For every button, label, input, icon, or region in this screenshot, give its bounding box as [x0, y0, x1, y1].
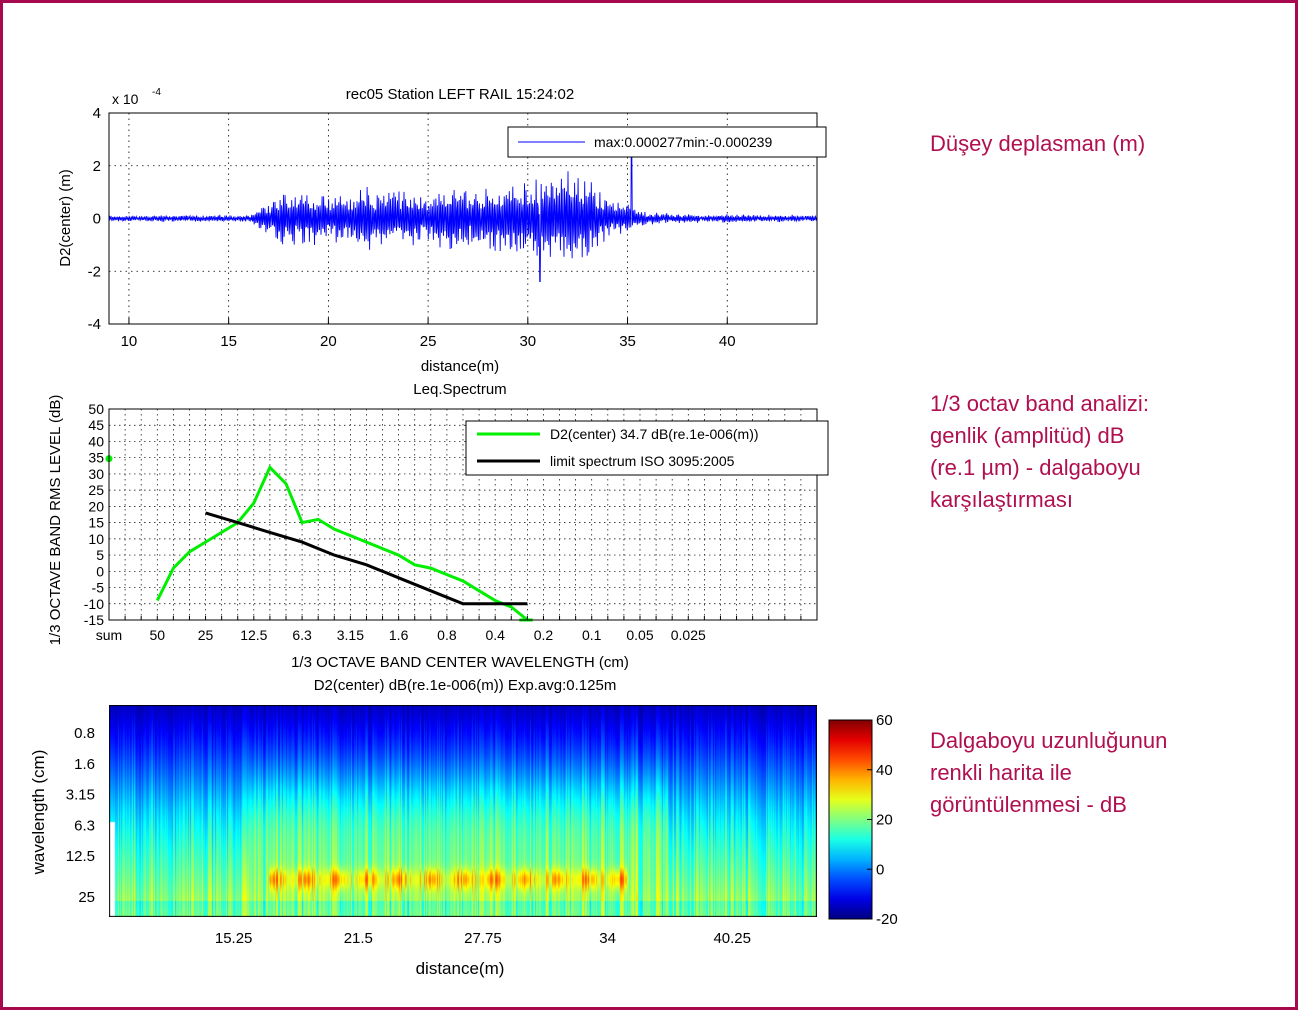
wavelength-map-y-axis-label: wavelength (cm) [29, 750, 48, 876]
spectrum-y-tick-label: 50 [88, 401, 104, 417]
caption-octave-line-4: karşılaştırması [930, 487, 1074, 512]
caption-map-line-2: renkli harita ile [930, 760, 1072, 785]
spectrum-y-tick-label: -15 [84, 612, 104, 628]
caption-octave-line-3: (re.1 µm) - dalgaboyu [930, 455, 1141, 480]
spectrum-y-tick-label: 35 [88, 450, 104, 466]
spectrum-x-tick-label: 1.6 [389, 627, 409, 643]
colorbar-tick-label: 40 [876, 762, 893, 779]
displacement-title: rec05 Station LEFT RAIL 15:24:02 [346, 86, 574, 103]
displacement-y-tick-label: 2 [93, 158, 101, 175]
wavelength-map-y-tick-label: 1.6 [74, 756, 95, 773]
spectrum-y-tick-label: 0 [96, 563, 104, 579]
colorbar-tick-label: 0 [876, 861, 884, 878]
colorbar-tick-label: 60 [876, 712, 893, 729]
wavelength-map-y-tick-label: 6.3 [74, 817, 95, 834]
spectrum-x-tick-label: 0.8 [437, 627, 457, 643]
displacement-signal-line [108, 144, 818, 282]
colorbar: 60 40 20 0 -20 [828, 712, 898, 928]
displacement-x-tick-label: 40 [719, 333, 736, 350]
spectrum-x-tick-label: 25 [198, 627, 214, 643]
spectrum-legend-entry-1: D2(center) 34.7 dB(re.1e-006(m)) [550, 426, 759, 442]
wavelength-map-x-axis-label: distance(m) [416, 959, 505, 978]
spectrum-legend-entry-2: limit spectrum ISO 3095:2005 [550, 453, 735, 469]
spectrum-y-tick-label: 45 [88, 417, 104, 433]
wavelength-map-x-tick-label: 15.25 [215, 930, 253, 947]
displacement-y-tick-label: -4 [88, 316, 101, 333]
displacement-x-axis-label: distance(m) [421, 358, 499, 375]
wavelength-map-x-tick-label: 40.25 [713, 930, 751, 947]
spectrum-legend-box [465, 420, 829, 476]
displacement-legend-entry: max:0.000277min:-0.000239 [594, 134, 772, 150]
spectrum-y-tick-label: 20 [88, 498, 104, 514]
caption-octave-line-2: genlik (amplitüd) dB [930, 423, 1125, 448]
caption-octave: 1/3 octav band analizi: genlik (amplitüd… [930, 388, 1270, 516]
spectrum-y-tick-label: -10 [84, 596, 104, 612]
spectrum-y-tick-label: 40 [88, 433, 104, 449]
caption-map-line-3: görüntülenmesi - dB [930, 792, 1127, 817]
y-exponent-power: -4 [152, 87, 161, 98]
displacement-axes-box [108, 112, 818, 325]
spectrum-legend: D2(center) 34.7 dB(re.1e-006(m)) limit s… [465, 420, 829, 476]
spectrum-y-tick-label: -5 [92, 580, 105, 596]
spectrum-x-tick-label: 0.4 [485, 627, 505, 643]
displacement-y-tick-label: 4 [93, 105, 101, 122]
spectrum-y-tick-label: 10 [88, 531, 104, 547]
displacement-legend: max:0.000277min:-0.000239 [507, 126, 827, 158]
spectrum-x-tick-label: 0.025 [671, 627, 706, 643]
spectrum-x-tick-label: 0.1 [582, 627, 602, 643]
colorbar-gradient [828, 719, 873, 920]
wavelength-map-x-tick-label: 21.5 [344, 930, 373, 947]
wavelength-map-ticks: 15.25 21.5 27.75 34 40.25 0.8 1.6 3.15 6.3 12.5 25 [66, 725, 751, 947]
colorbar-tick-label: -20 [876, 911, 898, 928]
displacement-x-tick-label: 15 [220, 333, 237, 350]
spectrum-x-tick-label: 3.15 [337, 627, 364, 643]
caption-displacement-text: Düşey deplasman (m) [930, 131, 1146, 156]
spectrum-title: Leq.Spectrum [413, 381, 506, 398]
wavelength-heatmap [109, 705, 817, 917]
spectrum-series [105, 455, 533, 622]
spectrum-x-axis-label: 1/3 OCTAVE BAND CENTER WAVELENGTH (cm) [291, 654, 629, 671]
wavelength-map-title: D2(center) dB(re.1e-006(m)) Exp.avg:0.12… [314, 677, 617, 694]
caption-octave-line-1: 1/3 octav band analizi: [930, 391, 1149, 416]
caption-map-line-1: Dalgaboyu uzunluğunun [930, 728, 1168, 753]
spectrum-line-iso-limit [205, 511, 528, 606]
spectrum-y-tick-label: 25 [88, 482, 104, 498]
displacement-signal [108, 144, 818, 282]
wavelength-map-y-tick-label: 3.15 [66, 787, 95, 804]
displacement-x-tick-label: 10 [121, 333, 138, 350]
spectrum-y-tick-label: 15 [88, 515, 104, 531]
caption-displacement: Düşey deplasman (m) [930, 128, 1270, 160]
displacement-x-tick-label: 35 [619, 333, 636, 350]
spectrum-x-tick-label: 0.05 [626, 627, 653, 643]
displacement-y-tick-label: 0 [93, 211, 101, 228]
wavelength-map-y-tick-label: 0.8 [74, 725, 95, 742]
wavelength-map-plot: D2(center) dB(re.1e-006(m)) Exp.avg:0.12… [29, 677, 898, 978]
wavelength-map-y-tick-label: 12.5 [66, 848, 95, 865]
displacement-y-axis-label: D2(center) (m) [57, 169, 74, 267]
wavelength-map-x-tick-label: 27.75 [464, 930, 502, 947]
wavelength-map-y-tick-label: 25 [78, 889, 95, 906]
spectrum-x-tick-label: 12.5 [240, 627, 267, 643]
spectrum-x-tick-label: 0.2 [534, 627, 554, 643]
spectrum-plot: Leq.Spectrum 50454035302520151050-5-10-1… [47, 381, 829, 671]
displacement-x-tick-label: 30 [519, 333, 536, 350]
spectrum-line-d2-center [155, 464, 533, 622]
spectrum-x-tick-label: 50 [149, 627, 165, 643]
spectrum-x-tick-label: 6.3 [292, 627, 312, 643]
displacement-x-tick-label: 25 [420, 333, 437, 350]
displacement-plot: rec05 Station LEFT RAIL 15:24:02 x 10 -4… [57, 86, 827, 375]
spectrum-x-tick-label: sum [96, 627, 122, 643]
caption-map: Dalgaboyu uzunluğunun renkli harita ile … [930, 725, 1270, 821]
spectrum-y-tick-label: 5 [96, 547, 104, 563]
displacement-y-tick-label: -2 [88, 263, 101, 280]
y-exponent-label: x 10 [112, 91, 139, 107]
spectrum-y-axis-label: 1/3 OCTAVE BAND RMS LEVEL (dB) [47, 395, 64, 646]
wavelength-map-x-tick-label: 34 [599, 930, 616, 947]
displacement-x-tick-label: 20 [320, 333, 337, 350]
colorbar-tick-label: 20 [876, 812, 893, 829]
spectrum-y-tick-label: 30 [88, 466, 104, 482]
